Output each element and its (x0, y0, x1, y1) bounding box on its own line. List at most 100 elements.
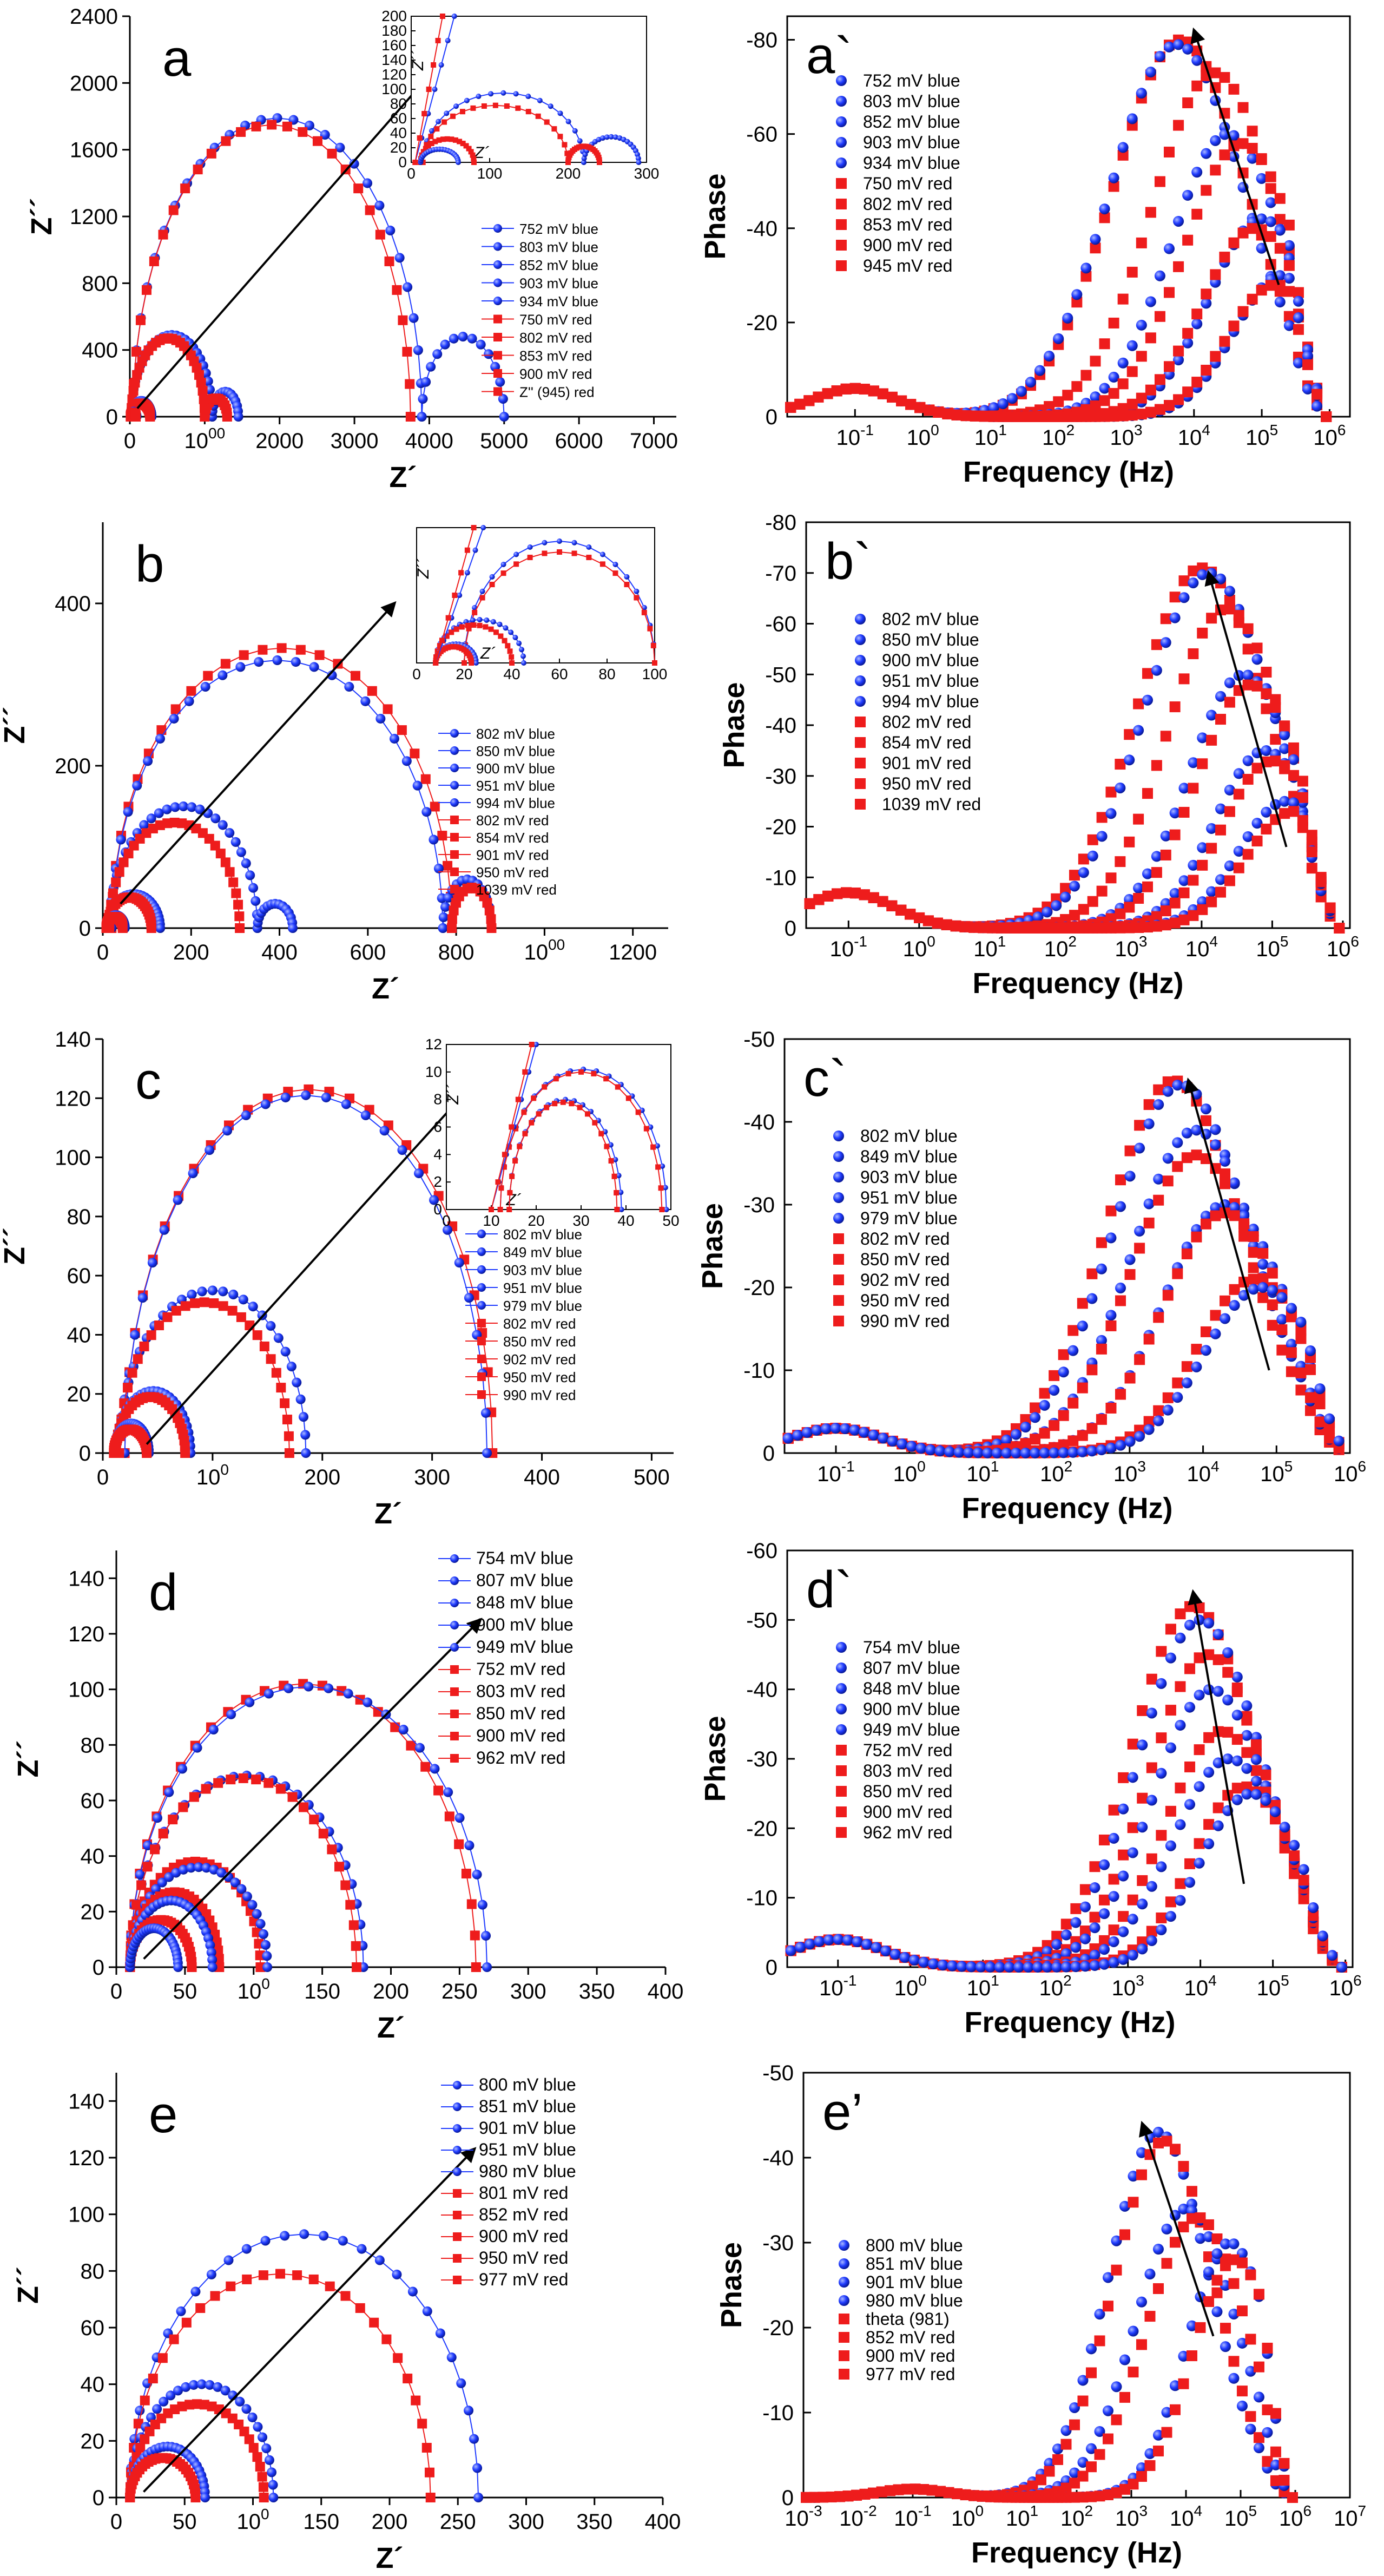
arc-blue-point (363, 178, 373, 188)
legend-marker (450, 1576, 459, 1585)
y-axis-title: Phase (699, 1716, 731, 1802)
legend-label: 850 mV red (476, 1704, 565, 1723)
arc-red-point (282, 1414, 292, 1424)
data-point-blue (1134, 1225, 1145, 1237)
arc-red-point (180, 1301, 190, 1311)
arc-red-point (118, 857, 129, 868)
data-point-blue (1283, 240, 1295, 251)
legend-label: 850 mV blue (882, 630, 979, 649)
tail-blue-line (421, 336, 505, 417)
data-point-blue (1233, 768, 1244, 779)
data-point-red (1044, 401, 1055, 412)
tail-blue-point (484, 349, 494, 359)
data-point-red (1052, 2492, 1063, 2503)
data-point-red (1128, 2197, 1139, 2208)
y-tick-label: 0 (93, 1956, 104, 1980)
data-point-blue (1102, 2405, 1113, 2416)
data-point-blue (1023, 1961, 1034, 1973)
data-point-blue (1261, 745, 1272, 756)
arc-red-point (171, 1305, 181, 1316)
data-point-blue (997, 398, 1009, 410)
tail-blue-point (426, 362, 436, 372)
inset-point (643, 1126, 649, 1132)
data-point-red (1286, 1347, 1297, 1358)
arc-blue-point (218, 820, 228, 830)
data-point-blue (1228, 2308, 1240, 2319)
data-point-blue (1143, 1198, 1155, 1210)
arc-red-point (236, 1312, 246, 1322)
legend-marker (836, 1662, 847, 1673)
arc-blue-point (319, 2231, 329, 2241)
data-point-blue (1178, 783, 1190, 794)
data-point-blue (1105, 1442, 1117, 1454)
legend-marker (477, 1247, 486, 1256)
data-point-blue (1165, 1840, 1176, 1851)
data-point-blue (1210, 135, 1221, 146)
y-tick-label: 60 (81, 2316, 105, 2340)
arc-blue-point (472, 1869, 482, 1880)
data-point-red (1133, 893, 1144, 904)
data-point-red (1108, 181, 1119, 192)
x-tick-label: 0 (110, 1980, 122, 2003)
x-tick-label: 100 (238, 1975, 270, 2003)
arc-blue-point (242, 1891, 252, 1902)
data-point-blue (1251, 654, 1263, 665)
data-point-blue (1118, 1926, 1129, 1937)
arc-red-point (131, 412, 141, 422)
arc-red-point (259, 1341, 269, 1351)
data-point-red (1203, 2296, 1214, 2307)
x-axis-title: Frequency (Hz) (971, 2536, 1182, 2569)
legend-marker (477, 1230, 486, 1238)
data-point-blue (915, 1443, 927, 1454)
data-point-red (1079, 1926, 1091, 1937)
arc-blue-point (394, 253, 405, 263)
legend-marker (477, 1390, 486, 1399)
data-point-red (1210, 351, 1221, 362)
legend-label: 903 mV blue (863, 133, 960, 152)
data-point-red (1228, 2356, 1240, 2367)
data-point-blue (1184, 1799, 1196, 1810)
data-point-blue (1162, 1404, 1174, 1416)
arc-red-point (214, 1962, 225, 1972)
data-point-red (1253, 2361, 1264, 2373)
legend-label: 900 mV blue (476, 1615, 574, 1634)
inset-point (635, 1109, 641, 1115)
inset-point (660, 1163, 665, 1169)
data-point-red (1324, 902, 1336, 914)
x-tick-label: 200 (173, 941, 209, 964)
tail-blue-point (417, 412, 427, 422)
data-point-blue (1099, 383, 1110, 394)
arc-red-point (220, 857, 230, 868)
data-point-blue (1333, 1435, 1345, 1447)
data-point-red (1251, 680, 1263, 692)
data-point-red (1186, 2213, 1197, 2224)
x-tick-label: 101 (967, 1972, 999, 2000)
data-point-red (1169, 2237, 1181, 2248)
data-point-red (1182, 386, 1194, 398)
arc-red-point (397, 725, 407, 735)
x-tick-label: 800 (438, 941, 474, 964)
data-point-blue (1212, 1686, 1224, 1697)
y-tick-label: -40 (762, 2146, 794, 2170)
tail-blue-point (449, 333, 459, 344)
inset-point (489, 1207, 494, 1212)
data-point-red (959, 921, 971, 932)
arc-blue-point (222, 1126, 233, 1136)
inset-y-title: Z´´ (409, 50, 427, 71)
data-point-red (1195, 2212, 1206, 2224)
arc-red-point (275, 2269, 285, 2279)
x-axis-title: Z´ (374, 1497, 402, 1530)
data-point-red (1060, 2439, 1072, 2450)
arc-red-point (248, 2443, 259, 2453)
data-point-blue (1261, 806, 1272, 818)
arc-red-point (325, 2281, 335, 2291)
data-point-blue (1212, 1757, 1224, 1769)
data-point-blue (785, 1945, 796, 1956)
inset-y-tick-label: 10 (425, 1063, 442, 1080)
arc-blue-point (267, 2467, 277, 2478)
inset-point (464, 570, 470, 576)
arc-red-point (181, 2317, 192, 2328)
data-point-blue (1203, 1838, 1215, 1850)
data-point-red (1042, 922, 1053, 934)
arc-red-point (244, 2434, 254, 2444)
